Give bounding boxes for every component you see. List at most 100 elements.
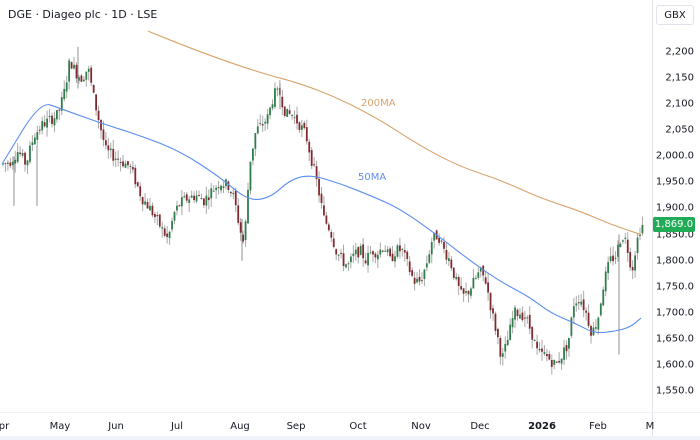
candle-down	[541, 348, 543, 352]
candle-up	[109, 148, 112, 151]
candle-up	[14, 159, 17, 164]
candle-up	[433, 232, 436, 241]
time-tick-label: Aug	[230, 421, 250, 432]
currency-button[interactable]: GBX	[656, 5, 694, 25]
candle-down	[9, 162, 12, 166]
price-tick-label: 2,200	[665, 46, 694, 58]
candle-down	[296, 114, 298, 124]
time-tick-label: 2026	[528, 421, 556, 432]
candle-down	[122, 161, 124, 167]
candle-up	[501, 353, 504, 357]
candle-down	[438, 237, 440, 243]
candle-down	[315, 166, 318, 180]
candle-down	[325, 215, 328, 224]
candle-down	[43, 122, 46, 127]
candle-up	[48, 115, 51, 117]
candle-up	[271, 104, 274, 109]
candle-down	[487, 282, 489, 293]
candle-down	[548, 354, 551, 360]
candle-up	[254, 133, 257, 149]
candle-up	[252, 148, 254, 161]
candle-up	[425, 263, 428, 268]
candle-down	[411, 270, 414, 276]
candle-down	[452, 267, 455, 278]
candle-up	[568, 337, 570, 349]
candle-up	[580, 301, 583, 305]
candle-up	[563, 347, 565, 360]
ma200-line	[147, 30, 642, 236]
ma50-label: 50MA	[358, 172, 387, 183]
candle-up	[210, 188, 213, 199]
candle-up	[63, 88, 66, 100]
candle-down	[38, 129, 41, 131]
candle-up	[352, 253, 355, 257]
candle-down	[342, 253, 345, 267]
candle-up	[595, 327, 597, 329]
candle-down	[499, 338, 502, 357]
candle-down	[528, 314, 531, 329]
candle-down	[318, 178, 320, 196]
candle-down	[330, 232, 333, 238]
candle-up	[609, 256, 612, 261]
candle-down	[227, 181, 230, 190]
candle-up	[124, 163, 127, 168]
candle-down	[585, 310, 587, 313]
candle-down	[450, 259, 453, 269]
candle-up	[87, 68, 90, 72]
candle-down	[389, 248, 391, 257]
candle-up	[249, 161, 252, 191]
candle-up	[247, 189, 249, 224]
candle-up	[553, 359, 556, 365]
candle-up	[514, 307, 516, 320]
time-tick-label: Feb	[589, 421, 607, 432]
candle-down	[323, 205, 325, 216]
candle-down	[119, 162, 122, 164]
price-tick-label: 1,750.0	[655, 281, 694, 293]
candle-down	[136, 182, 139, 187]
candle-up	[65, 82, 68, 92]
candle-down	[100, 119, 102, 131]
candle-down	[626, 239, 629, 253]
candle-up	[41, 121, 44, 131]
candle-up	[212, 190, 215, 192]
candle-up	[624, 237, 627, 239]
candle-up	[171, 220, 173, 230]
candle-up	[266, 114, 269, 124]
candle-down	[310, 150, 313, 166]
candle-up	[149, 205, 151, 211]
candle-down	[127, 161, 129, 166]
candle-down	[97, 110, 100, 121]
candle-down	[141, 197, 144, 205]
candle-up	[526, 317, 529, 319]
candle-up	[401, 248, 404, 250]
candle-down	[207, 197, 210, 201]
candle-down	[582, 299, 585, 311]
candle-up	[560, 358, 563, 364]
candle-up	[347, 263, 350, 265]
candle-up	[533, 339, 536, 342]
candle-down	[340, 252, 342, 254]
candle-up	[636, 237, 639, 253]
candle-up	[572, 306, 575, 318]
candle-up	[114, 158, 117, 160]
candle-up	[190, 195, 193, 198]
time-tick-label: Jun	[108, 421, 124, 432]
candle-up	[416, 278, 418, 283]
candle-down	[154, 214, 156, 218]
candle-up	[129, 165, 132, 167]
candle-down	[19, 152, 22, 155]
candle-down	[531, 326, 534, 340]
candle-down	[546, 353, 548, 357]
candle-down	[112, 148, 115, 161]
candle-up	[428, 254, 431, 263]
price-tick-label: 1,550.0	[655, 385, 694, 397]
candle-down	[95, 94, 97, 111]
candle-down	[58, 109, 61, 111]
time-tick-label: May	[49, 421, 71, 432]
candle-down	[577, 302, 580, 304]
candle-down	[166, 233, 169, 237]
candle-down	[90, 67, 93, 83]
candlestick-series	[2, 46, 644, 375]
